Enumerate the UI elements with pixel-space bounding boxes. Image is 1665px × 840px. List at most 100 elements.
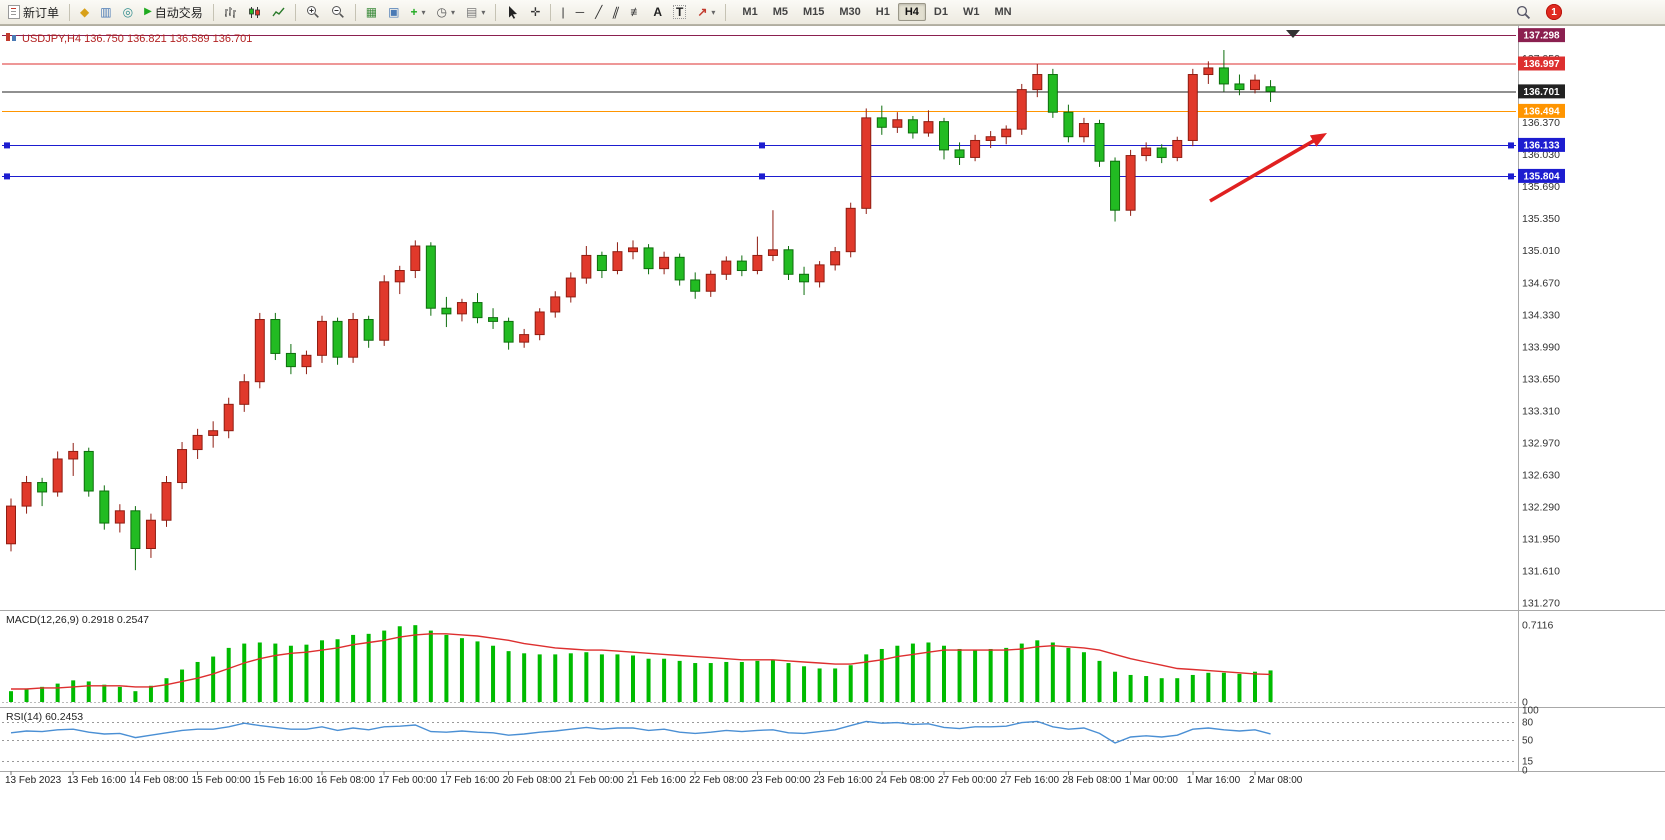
timeframe-w1-button[interactable]: W1 bbox=[956, 3, 987, 21]
market-watch-icon: ◆ bbox=[80, 5, 90, 19]
chart-shift-marker[interactable] bbox=[1286, 30, 1300, 38]
trendline-tool-button[interactable]: ╱ bbox=[590, 2, 607, 23]
cursor-tool-button[interactable] bbox=[501, 2, 524, 23]
market-watch-button[interactable]: ◆ bbox=[75, 2, 94, 23]
macd-bar bbox=[739, 661, 744, 702]
new-order-button[interactable]: 新订单 bbox=[3, 2, 64, 23]
svg-text:135.804: 135.804 bbox=[1523, 171, 1560, 182]
svg-text:16 Feb 08:00: 16 Feb 08:00 bbox=[316, 775, 375, 786]
svg-text:133.310: 133.310 bbox=[1522, 405, 1560, 417]
hline-handle[interactable] bbox=[1508, 142, 1514, 149]
svg-text:135.690: 135.690 bbox=[1522, 181, 1560, 193]
data-window-button[interactable]: ▥ bbox=[95, 2, 116, 23]
svg-text:2 Mar 08:00: 2 Mar 08:00 bbox=[1249, 775, 1303, 786]
bar-chart-mode-button[interactable] bbox=[219, 2, 242, 23]
search-icon bbox=[1516, 5, 1531, 19]
price-chart[interactable]: 137.050136.710136.370136.030135.690135.3… bbox=[0, 25, 1665, 840]
hline-handle[interactable] bbox=[759, 173, 765, 180]
chart-area[interactable]: 137.050136.710136.370136.030135.690135.3… bbox=[0, 25, 1665, 840]
search-button[interactable] bbox=[1511, 2, 1536, 23]
clock-icon: ◷ bbox=[436, 5, 447, 19]
macd-bar bbox=[957, 648, 962, 702]
price-line-badges: 137.298 136.997 136.701 136.494 136.133 135.8… bbox=[1518, 28, 1565, 183]
macd-bar bbox=[1097, 660, 1102, 702]
shapes-tool-button[interactable]: ↗ ▾ bbox=[692, 2, 720, 23]
timeframe-m15-button[interactable]: M15 bbox=[796, 3, 831, 21]
hline-handle[interactable] bbox=[4, 142, 10, 149]
macd-bar bbox=[693, 663, 698, 702]
add-indicator-button[interactable]: + ▾ bbox=[405, 2, 430, 23]
text-tool-button[interactable]: A bbox=[648, 2, 667, 23]
timeframe-mn-button[interactable]: MN bbox=[987, 3, 1018, 21]
horizontal-line-tool-button[interactable]: ─ bbox=[571, 2, 590, 23]
fibonacci-icon: ≢ bbox=[630, 5, 643, 19]
data-window-icon: ▥ bbox=[100, 5, 112, 19]
notification-badge[interactable]: 1 bbox=[1546, 4, 1562, 20]
timeframe-h1-button[interactable]: H1 bbox=[869, 3, 897, 21]
crosshair-icon: ✛ bbox=[530, 5, 541, 19]
macd-bar bbox=[895, 645, 900, 702]
macd-bar bbox=[1019, 643, 1024, 702]
macd-bar bbox=[40, 686, 45, 702]
add-indicator-icon: + bbox=[410, 5, 418, 19]
price-badge bbox=[1518, 84, 1565, 99]
timeframe-d1-button[interactable]: D1 bbox=[927, 3, 955, 21]
trend-arrow[interactable] bbox=[1209, 133, 1327, 203]
svg-text:132.290: 132.290 bbox=[1522, 502, 1560, 514]
hline-handle[interactable] bbox=[4, 173, 10, 180]
chevron-down-icon: ▾ bbox=[451, 7, 456, 17]
timeframe-m30-button[interactable]: M30 bbox=[832, 3, 867, 21]
timeframe-m5-button[interactable]: M5 bbox=[766, 3, 795, 21]
macd-panel[interactable]: MACD(12,26,9) 0.2918 0.2547 0.7116 0 bbox=[2, 614, 1553, 709]
cascade-windows-button[interactable]: ▣ bbox=[383, 2, 404, 23]
svg-text:0: 0 bbox=[1522, 697, 1528, 709]
tile-windows-button[interactable]: ▦ bbox=[361, 2, 382, 23]
timeframe-m1-button[interactable]: M1 bbox=[735, 3, 764, 21]
timeframe-h4-button[interactable]: H4 bbox=[897, 3, 926, 21]
svg-text:50: 50 bbox=[1522, 736, 1534, 747]
macd-bar bbox=[662, 658, 667, 702]
candlesticks[interactable] bbox=[6, 50, 1276, 571]
crosshair-tool-button[interactable]: ✛ bbox=[525, 2, 545, 23]
svg-text:28 Feb 08:00: 28 Feb 08:00 bbox=[1062, 775, 1121, 786]
macd-bar bbox=[864, 654, 869, 702]
horizontal-line-icon: ─ bbox=[575, 5, 585, 19]
price-scale[interactable]: 137.050136.710136.370136.030135.690135.3… bbox=[1522, 53, 1560, 610]
auto-trading-button[interactable]: ▶ 自动交易 bbox=[139, 2, 208, 23]
macd-bar bbox=[879, 648, 884, 702]
template-button[interactable]: ▤ ▾ bbox=[461, 2, 490, 23]
fibonacci-tool-button[interactable]: ≢ bbox=[625, 2, 647, 23]
svg-text:13 Feb 2023: 13 Feb 2023 bbox=[5, 775, 62, 786]
candlestick-mode-button[interactable] bbox=[243, 2, 266, 23]
macd-bar bbox=[833, 668, 838, 702]
macd-bar bbox=[553, 654, 558, 702]
text-tool-icon: A bbox=[653, 5, 662, 19]
svg-text:14 Feb 08:00: 14 Feb 08:00 bbox=[129, 775, 188, 786]
chevron-down-icon: ▾ bbox=[711, 7, 716, 17]
channel-tool-button[interactable]: ∥ bbox=[608, 2, 624, 23]
line-chart-mode-button[interactable] bbox=[267, 2, 290, 23]
macd-bar bbox=[973, 650, 978, 702]
price-badge bbox=[1518, 56, 1565, 71]
label-tool-button[interactable]: T bbox=[668, 2, 691, 23]
toolbar-separator bbox=[495, 3, 497, 21]
vertical-line-tool-button[interactable]: | bbox=[556, 2, 569, 23]
time-axis[interactable]: 13 Feb 2023 13 Feb 16:00 14 Feb 08:00 15 Fe… bbox=[5, 771, 1303, 786]
svg-text:21 Feb 00:00: 21 Feb 00:00 bbox=[565, 775, 624, 786]
navigator-button[interactable]: ◎ bbox=[118, 2, 138, 23]
macd-bar bbox=[335, 639, 340, 702]
chart-frame bbox=[0, 25, 1665, 772]
toolbar-separator bbox=[212, 3, 214, 21]
macd-bar bbox=[273, 643, 278, 702]
new-order-icon bbox=[8, 5, 20, 19]
period-button[interactable]: ◷ ▾ bbox=[432, 2, 461, 23]
zoom-in-button[interactable] bbox=[301, 2, 325, 23]
macd-bar bbox=[584, 652, 589, 702]
horizontal-lines[interactable] bbox=[2, 35, 1516, 180]
hline-handle[interactable] bbox=[1508, 173, 1514, 180]
zoom-out-button[interactable] bbox=[326, 2, 350, 23]
macd-bar bbox=[475, 641, 480, 702]
hline-handle[interactable] bbox=[759, 142, 765, 149]
macd-bar bbox=[724, 661, 729, 702]
